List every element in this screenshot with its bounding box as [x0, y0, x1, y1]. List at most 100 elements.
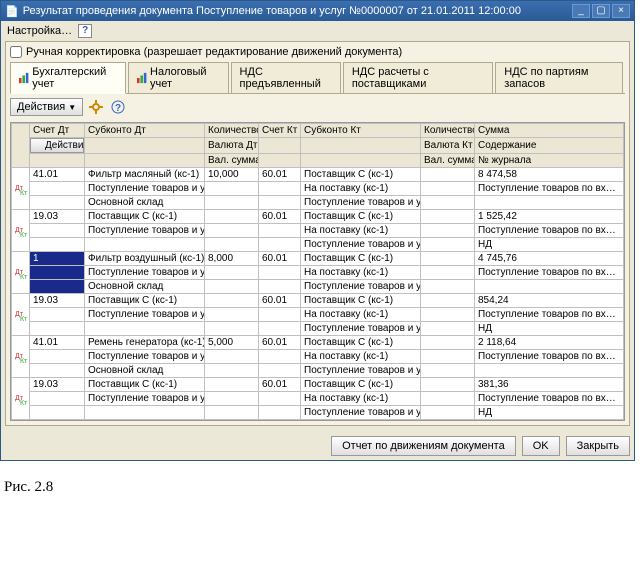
cell-sum[interactable]: 4 745,76 [475, 252, 624, 266]
table-row[interactable]: Поступление товаров и ус…На поставку (кс… [12, 392, 624, 406]
cell-desc[interactable]: Поступление товаров по вх… [475, 308, 624, 322]
cell-sub-dt[interactable]: Ремень генератора (кс-1) [85, 336, 205, 350]
cell-sub-kt[interactable]: Поставщик С (кс-1) [301, 252, 421, 266]
settings-icon[interactable] [87, 98, 105, 116]
cell-desc3[interactable]: НД [475, 322, 624, 336]
col-sub-kt[interactable]: Субконто Кт [301, 124, 421, 138]
cell-sub-dt2[interactable]: Поступление товаров и ус… [85, 182, 205, 196]
col-acc-dt[interactable]: Счет Дт [30, 124, 85, 138]
cell-sub-kt2[interactable]: На поставку (кс-1) [301, 308, 421, 322]
cell-sub-kt3[interactable]: Поступление товаров и ус… [301, 280, 421, 294]
table-row[interactable]: ДтКт1Фильтр воздушный (кс-1)8,00060.01По… [12, 252, 624, 266]
col-sub-dt[interactable]: Субконто Дт [85, 124, 205, 138]
cell-sub-dt2[interactable]: Поступление товаров и ус… [85, 392, 205, 406]
maximize-button[interactable]: ▢ [592, 4, 610, 18]
cell-sub-dt[interactable]: Поставщик С (кс-1) [85, 210, 205, 224]
cell-sub-dt3[interactable] [85, 406, 205, 420]
actions-button[interactable]: Действия▼ [10, 98, 83, 116]
col-sum[interactable]: Сумма [475, 124, 624, 138]
cell-sub-kt3[interactable]: Поступление товаров и ус… [301, 406, 421, 420]
cell-acc-dt[interactable]: 19.03 [30, 210, 85, 224]
cell-acc-dt[interactable]: 19.03 [30, 294, 85, 308]
table-row[interactable]: Поступление товаров и ус… На поставку (кс… [12, 308, 624, 322]
cell-acc-kt[interactable]: 60.01 [259, 252, 301, 266]
cell-acc-dt[interactable]: 19.03 [30, 378, 85, 392]
col-qty-dt[interactable]: Количество Дт [205, 124, 259, 138]
cell-sub-kt2[interactable]: На поставку (кс-1) [301, 182, 421, 196]
manual-edit-checkbox[interactable] [10, 46, 22, 58]
cell-qty-dt[interactable] [205, 294, 259, 308]
ok-button[interactable]: OK [522, 436, 560, 456]
cell-desc[interactable]: Поступление товаров по вх… [475, 266, 624, 280]
cell-qty-dt[interactable] [205, 210, 259, 224]
cell-desc[interactable]: Поступление товаров по вх… [475, 224, 624, 238]
table-row[interactable]: Поступление товаров и ус…НД [12, 238, 624, 252]
cell-sub-dt2[interactable]: Поступление товаров и ус… [85, 224, 205, 238]
cell-desc3[interactable]: НД [475, 406, 624, 420]
cell-qty-dt[interactable]: 10,000 [205, 168, 259, 182]
table-row[interactable]: ДтКт19.03Поставщик С (кс-1)60.01Поставщи… [12, 210, 624, 224]
table-row[interactable]: ДтКт41.01Ремень генератора (кс-1)5,00060… [12, 336, 624, 350]
cell-sub-kt3[interactable]: Поступление товаров и ус… [301, 322, 421, 336]
table-row[interactable]: Поступление товаров и ус…На поставку (кс… [12, 350, 624, 364]
cell-desc[interactable]: Поступление товаров по вх… [475, 182, 624, 196]
cell-desc3[interactable] [475, 364, 624, 378]
cell-sub-dt2[interactable]: Поступление товаров и ус… [85, 308, 205, 322]
cell-acc-kt[interactable]: 60.01 [259, 294, 301, 308]
tab-vat-suppliers[interactable]: НДС расчеты с поставщиками [343, 62, 493, 93]
cell-desc[interactable]: Поступление товаров по вх… [475, 350, 624, 364]
cell-acc-dt[interactable]: 41.01 [30, 168, 85, 182]
cell-sub-kt[interactable]: Поставщик С (кс-1) [301, 210, 421, 224]
tab-vat-presented[interactable]: НДС предъявленный [231, 62, 341, 93]
help-icon[interactable]: ? [78, 24, 92, 38]
cell-sub-kt[interactable]: Поставщик С (кс-1) [301, 336, 421, 350]
cell-sum[interactable]: 1 525,42 [475, 210, 624, 224]
cell-qty-dt[interactable]: 5,000 [205, 336, 259, 350]
cell-sub-kt2[interactable]: На поставку (кс-1) [301, 350, 421, 364]
cell-sub-dt3[interactable]: Основной склад [85, 364, 205, 378]
actions-header-button[interactable]: Действия [30, 138, 84, 153]
cell-sub-dt[interactable]: Поставщик С (кс-1) [85, 294, 205, 308]
col-cur-kt[interactable]: Валюта Кт [421, 138, 475, 154]
cell-sum[interactable]: 8 474,58 [475, 168, 624, 182]
cell-sub-dt[interactable]: Фильтр масляный (кс-1) [85, 168, 205, 182]
cell-sub-dt3[interactable] [85, 322, 205, 336]
cell-sub-dt3[interactable]: Основной склад [85, 280, 205, 294]
cell-qty-dt[interactable] [205, 378, 259, 392]
col-content[interactable]: Содержание [475, 138, 624, 154]
cell-desc3[interactable]: НД [475, 238, 624, 252]
table-row[interactable]: Поступление товаров и ус… НД [12, 406, 624, 420]
cell-desc3[interactable] [475, 280, 624, 294]
table-row[interactable]: Поступление товаров и ус… На поставку (кс… [12, 266, 624, 280]
tab-vat-batches[interactable]: НДС по партиям запасов [495, 62, 623, 93]
cell-sub-dt3[interactable] [85, 238, 205, 252]
cell-sub-kt[interactable]: Поставщик С (кс-1) [301, 168, 421, 182]
tab-accounting[interactable]: Бухгалтерский учет [10, 62, 126, 94]
cell-qty-dt[interactable]: 8,000 [205, 252, 259, 266]
cell-desc[interactable]: Поступление товаров по вх… [475, 392, 624, 406]
cell-sub-kt2[interactable]: На поставку (кс-1) [301, 224, 421, 238]
table-row[interactable]: Поступление товаров и ус… На поставку (кс… [12, 224, 624, 238]
col-acc-kt[interactable]: Счет Кт [259, 124, 301, 138]
cell-sub-kt3[interactable]: Поступление товаров и ус… [301, 196, 421, 210]
help-icon-2[interactable]: ? [109, 98, 127, 116]
table-row[interactable]: ДтКт41.01Фильтр масляный (кс-1)10,00060.… [12, 168, 624, 182]
cell-sub-dt[interactable]: Фильтр воздушный (кс-1) [85, 252, 205, 266]
cell-sum[interactable]: 2 118,64 [475, 336, 624, 350]
cell-sub-kt[interactable]: Поставщик С (кс-1) [301, 378, 421, 392]
cell-acc-kt[interactable]: 60.01 [259, 210, 301, 224]
cell-sub-dt3[interactable]: Основной склад [85, 196, 205, 210]
tab-tax[interactable]: Налоговый учет [128, 62, 229, 93]
cell-sum[interactable]: 381,36 [475, 378, 624, 392]
report-button[interactable]: Отчет по движениям документа [331, 436, 516, 456]
cell-sum[interactable]: 854,24 [475, 294, 624, 308]
cell-sub-dt2[interactable]: Поступление товаров и ус… [85, 266, 205, 280]
cell-desc3[interactable] [475, 196, 624, 210]
cell-acc-dt[interactable]: 41.01 [30, 336, 85, 350]
col-qty-kt[interactable]: Количество Кт [421, 124, 475, 138]
col-cursum-kt[interactable]: Вал. сумма Кт [421, 154, 475, 168]
cell-sub-kt2[interactable]: На поставку (кс-1) [301, 266, 421, 280]
col-cur-dt[interactable]: Валюта Дт [205, 138, 259, 154]
table-row[interactable]: ДтКт19.03Поставщик С (кс-1)60.01Поставщи… [12, 294, 624, 308]
table-row[interactable]: Поступление товаров и ус… НД [12, 322, 624, 336]
